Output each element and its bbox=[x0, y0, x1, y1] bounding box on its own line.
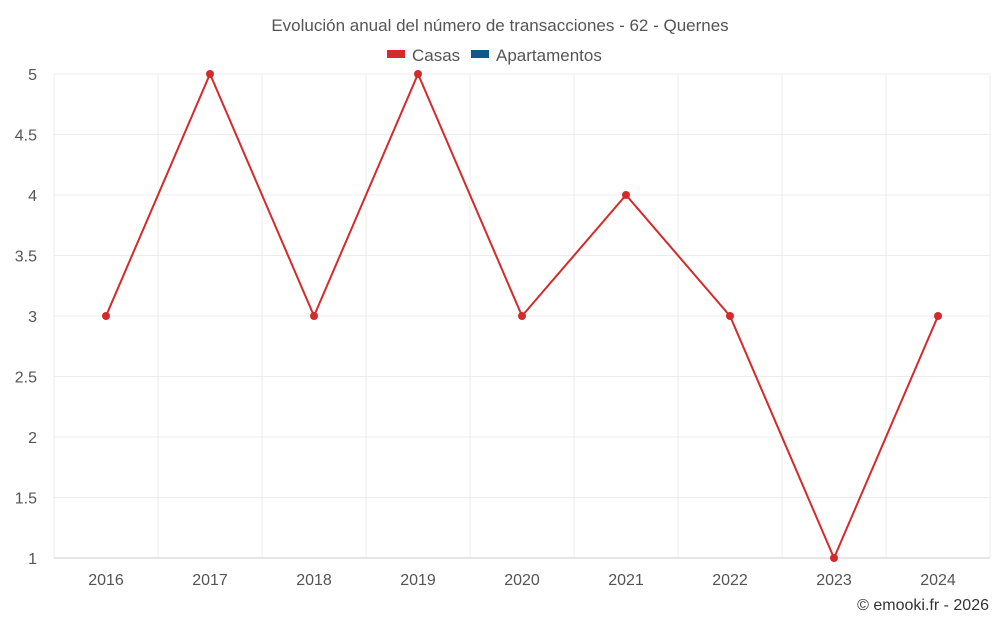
x-axis: 2016 2017 2018 2019 2020 2021 2022 2023 2024 bbox=[88, 572, 956, 589]
y-tick-label: 5 bbox=[28, 67, 37, 84]
x-tick-label: 2019 bbox=[400, 572, 436, 589]
legend-label-casas[interactable]: Casas bbox=[412, 46, 460, 65]
y-tick-label: 3 bbox=[28, 309, 37, 326]
x-tick-label: 2020 bbox=[504, 572, 540, 589]
data-point-casas-2016[interactable] bbox=[102, 312, 110, 320]
data-point-casas-2020[interactable] bbox=[518, 312, 526, 320]
y-tick-label: 1 bbox=[28, 551, 37, 568]
x-tick-label: 2024 bbox=[920, 572, 956, 589]
x-tick-label: 2022 bbox=[712, 572, 748, 589]
data-point-casas-2024[interactable] bbox=[934, 312, 942, 320]
x-tick-label: 2017 bbox=[192, 572, 228, 589]
legend: Casas Apartamentos bbox=[387, 46, 602, 65]
x-tick-label: 2016 bbox=[88, 572, 124, 589]
x-tick-label: 2021 bbox=[608, 572, 644, 589]
y-tick-label: 4 bbox=[28, 188, 37, 205]
data-point-casas-2022[interactable] bbox=[726, 312, 734, 320]
x-tick-label: 2023 bbox=[816, 572, 852, 589]
chart-title: Evolución anual del número de transaccio… bbox=[271, 16, 728, 35]
y-tick-label: 2 bbox=[28, 430, 37, 447]
data-point-casas-2018[interactable] bbox=[310, 312, 318, 320]
credit-text: © emooki.fr - 2026 bbox=[857, 597, 989, 614]
data-point-casas-2021[interactable] bbox=[622, 191, 630, 199]
y-tick-label: 4.5 bbox=[15, 128, 37, 145]
legend-label-apartamentos[interactable]: Apartamentos bbox=[496, 46, 602, 65]
y-tick-label: 1.5 bbox=[15, 491, 37, 508]
data-point-casas-2019[interactable] bbox=[414, 70, 422, 78]
y-tick-label: 3.5 bbox=[15, 249, 37, 266]
data-point-casas-2023[interactable] bbox=[830, 554, 838, 562]
y-axis: 1 1.5 2 2.5 3 3.5 4 4.5 5 bbox=[15, 67, 37, 568]
y-tick-label: 2.5 bbox=[15, 370, 37, 387]
legend-swatch-casas[interactable] bbox=[387, 50, 405, 58]
series-casas bbox=[102, 70, 942, 562]
x-tick-label: 2018 bbox=[296, 572, 332, 589]
data-point-casas-2017[interactable] bbox=[206, 70, 214, 78]
legend-swatch-apartamentos[interactable] bbox=[471, 50, 489, 58]
